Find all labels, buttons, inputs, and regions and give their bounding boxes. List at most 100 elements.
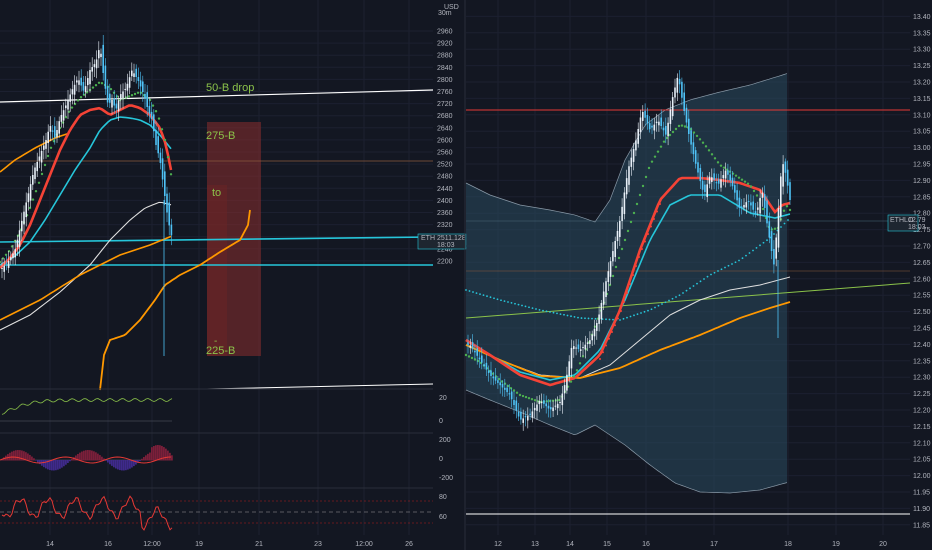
ema-slow-dot	[647, 309, 649, 312]
right-chart[interactable]: 13.40 13.35 13.30 13.25 13.20 13.15 13.10 13.05…	[464, 0, 931, 548]
candle-body	[607, 271, 610, 282]
candle-body	[524, 415, 527, 418]
indicator-tick: 40	[439, 0, 447, 2]
candle-body	[775, 237, 777, 259]
ema-mid	[0, 104, 173, 269]
time-tick: 16	[104, 541, 112, 548]
candle-body	[43, 145, 45, 150]
ema-slow-dot	[545, 310, 548, 313]
hist-bar	[87, 450, 89, 461]
ema-slow-dot	[612, 318, 614, 321]
ema-fast-dot	[662, 140, 666, 143]
ema-slow-dot	[510, 301, 513, 304]
ema-fast-dot	[692, 131, 696, 134]
hist-bar	[115, 460, 117, 469]
candle-body	[660, 117, 662, 126]
ema-fast-dot	[695, 134, 699, 138]
ema-mid-dot	[641, 248, 643, 250]
ema-slow-dot	[552, 311, 555, 314]
candle-body	[102, 44, 104, 73]
ema-slow-dot	[692, 285, 695, 287]
ema-slow-dot	[762, 241, 765, 244]
left-price-tag: ETH 2511.128 18:03	[417, 233, 467, 250]
candle-body	[646, 115, 649, 124]
ema-fast-dot	[473, 358, 477, 361]
hist-bar	[129, 460, 131, 469]
ema-fast-dot	[91, 86, 95, 89]
ema-mid-dot	[599, 358, 601, 360]
candle-body	[777, 208, 780, 248]
candle-body	[678, 78, 681, 85]
candle-body	[789, 182, 791, 200]
ema-fast-dot	[635, 202, 639, 206]
ema-slow-dot	[640, 312, 642, 314]
ema-slow-dot	[629, 315, 632, 318]
candle-body	[73, 84, 76, 95]
price-tick: 2680	[437, 113, 453, 120]
candle-body	[78, 80, 80, 85]
right-price-axis[interactable]: 13.40 13.35 13.30 13.25 13.20 13.15 13.10 13.05…	[913, 14, 931, 529]
ema-fast-dot	[524, 395, 528, 399]
ema-slow-dot	[727, 264, 730, 267]
candle-body	[642, 112, 644, 121]
candle-body	[745, 202, 748, 208]
candle-body	[481, 355, 483, 363]
ema-fast-dot	[680, 124, 684, 127]
price-tick: 12.65	[913, 260, 931, 267]
ema-fast-dot	[707, 149, 711, 152]
candle-body	[573, 346, 575, 350]
svg-text:12.79: 12.79	[908, 217, 926, 224]
ema-slow-dot	[584, 317, 586, 320]
candle-body	[671, 97, 674, 117]
ema-slow-dot	[657, 304, 660, 307]
candle-body	[510, 391, 513, 400]
price-tick: 12.75	[913, 227, 931, 234]
price-tick: 2600	[437, 137, 453, 144]
hist-bar	[25, 452, 27, 461]
left-time-axis[interactable]: 14 16 12:00 19 21 23 12:00 26	[46, 541, 413, 548]
candle-body	[628, 166, 630, 185]
ema-fast-dot	[665, 136, 669, 140]
candle-body	[62, 110, 65, 121]
hist-bar	[127, 460, 129, 470]
hist-bar	[163, 447, 165, 461]
candle-body	[150, 111, 153, 119]
ema-fast-dot	[731, 172, 735, 175]
candle-body	[665, 126, 667, 135]
price-tick: 12.45	[913, 326, 931, 333]
ema-slow-dot	[503, 300, 506, 303]
ema-mid-dot	[629, 283, 631, 285]
candle-body	[168, 202, 170, 226]
candle-body	[600, 303, 603, 320]
hist-bar	[141, 458, 143, 461]
price-tick: 12.35	[913, 358, 931, 365]
candle-body	[40, 151, 43, 163]
ema-fast-dot	[761, 207, 765, 211]
candle-body	[487, 370, 490, 374]
candle-body	[554, 405, 557, 407]
candle-body	[639, 117, 642, 133]
left-chart[interactable]: 50-B drop 275-B to - 225-B 2960 2920 2880 2…	[0, 0, 467, 548]
ema-slow-dot	[472, 291, 474, 293]
price-tick: 13.15	[913, 96, 931, 103]
candle-body	[131, 70, 133, 77]
band-upper	[465, 73, 788, 223]
right-time-axis[interactable]: 12 13 14 15 16 17 18 19 20	[494, 541, 887, 548]
price-tick: 12.25	[913, 391, 931, 398]
candle-body	[667, 122, 669, 137]
candle-body	[485, 362, 488, 370]
ema-slow-dot	[783, 222, 786, 225]
hist-bar	[71, 458, 73, 461]
candle-body	[21, 220, 23, 232]
ema-slow-dot	[591, 317, 593, 320]
level-cyan-upper	[0, 236, 434, 243]
candle-body	[589, 340, 591, 345]
hist-bar	[55, 460, 57, 471]
candle-body	[148, 105, 151, 114]
candle-body	[694, 150, 697, 164]
candle-body	[540, 401, 543, 404]
ema-slow-dot	[654, 306, 656, 309]
hist-bar	[23, 451, 25, 461]
hist-bar	[121, 460, 123, 471]
